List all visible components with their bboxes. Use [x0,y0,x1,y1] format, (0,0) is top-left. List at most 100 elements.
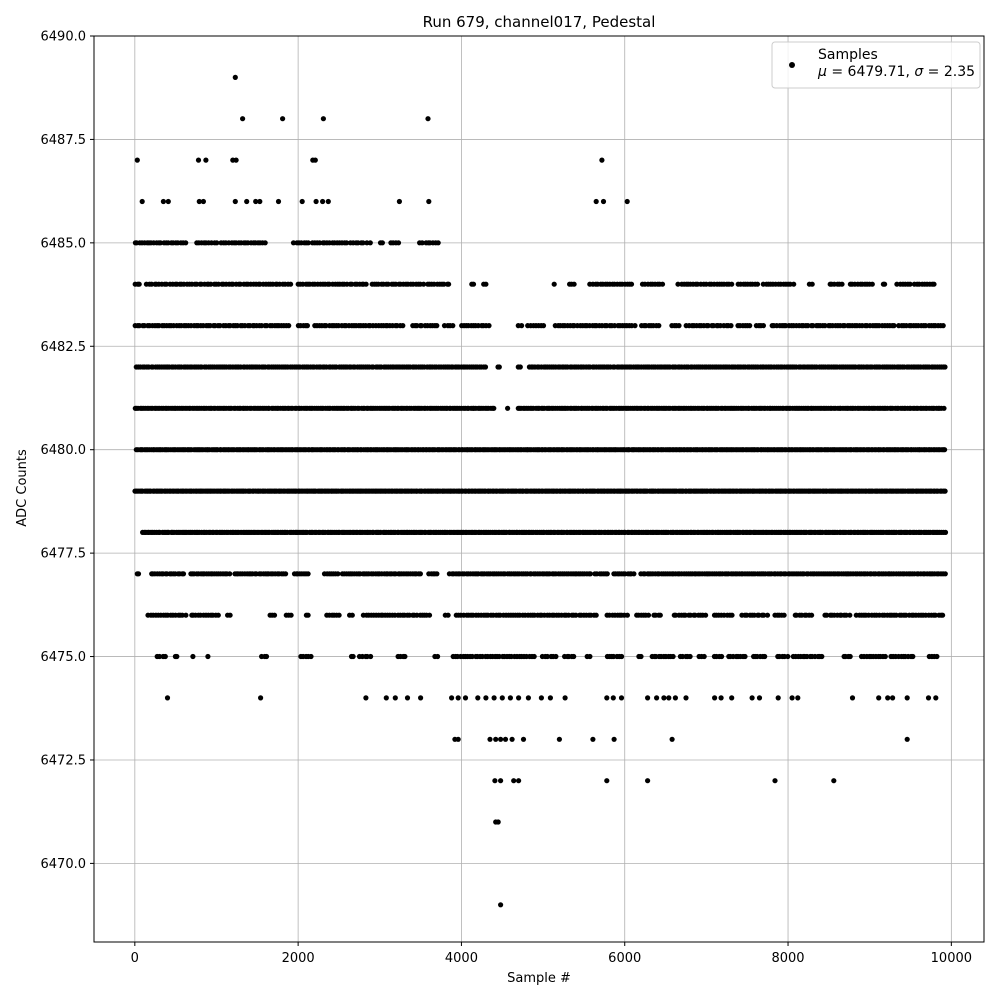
data-point [628,281,635,287]
data-point [764,612,771,618]
data-point [232,198,238,205]
data-point [556,736,563,742]
data-point [781,612,787,618]
data-point [683,695,689,701]
data-point [687,653,693,660]
data-point [215,612,221,618]
data-point [475,695,481,701]
data-point [760,323,767,329]
data-point [890,695,896,701]
data-point [482,364,489,370]
data-point [445,612,451,618]
data-point [604,778,610,784]
axis-ticks: 0 2000 4000 6000 8000 10000 6470.0 6472.5 6475.0… [41,30,973,967]
data-point [455,695,461,701]
data-point [593,612,599,618]
data-point [645,695,651,701]
data-point [505,405,511,411]
data-point [604,695,610,701]
data-point [134,157,140,163]
data-point [516,695,522,701]
data-point [350,653,356,660]
data-point [421,281,427,287]
data-point [496,364,502,370]
data-point [795,695,801,701]
data-point [910,653,916,660]
data-point [670,653,676,660]
data-point [262,240,268,246]
data-point [507,695,513,701]
data-point [493,736,499,742]
data-point [435,653,441,660]
data-point [624,612,631,618]
data-point [551,281,557,287]
data-point [932,612,939,618]
data-point [288,612,294,618]
data-point [162,653,168,660]
data-point [729,281,735,287]
data-point [754,281,761,287]
data-point [156,653,163,660]
data-point [593,198,599,205]
data-point [657,612,663,618]
data-point [661,695,667,701]
x-tick-label: 0 [131,951,139,966]
data-point [772,778,778,784]
data-point [498,736,504,742]
data-point [511,778,517,784]
data-point [942,529,949,536]
data-point [599,157,605,163]
data-point [849,695,856,701]
chart-title: Run 679, channel017, Pedestal [423,13,656,31]
data-point [395,240,402,246]
data-point [492,778,498,784]
data-point [882,281,888,287]
data-point [305,612,311,618]
data-point [756,695,763,701]
data-point [942,364,948,370]
data-point [136,281,142,287]
data-point [195,157,202,163]
x-tick-label: 4000 [445,951,478,966]
data-point [810,323,816,329]
data-point [498,778,504,784]
data-point [631,571,637,577]
y-tick-label: 6472.5 [41,753,87,768]
data-point [157,240,164,246]
data-point [244,198,250,205]
data-point [232,74,238,80]
data-point [891,323,897,329]
data-point [190,653,196,660]
data-point [538,695,545,701]
data-point [470,281,477,287]
data-point [839,281,845,287]
data-point [882,653,888,660]
data-point [775,695,781,701]
data-point [805,323,811,329]
data-point [449,695,455,701]
data-point [876,695,882,701]
data-point [600,198,607,205]
y-tick-label: 6480.0 [41,443,87,458]
data-point [462,695,469,701]
data-point [363,281,369,287]
data-point [791,281,797,287]
data-point [214,240,220,246]
data-point [789,695,795,701]
data-point [419,240,425,246]
data-point [831,778,837,784]
data-point [742,653,748,660]
data-point [540,323,547,329]
data-point [217,323,223,329]
data-point [656,323,662,329]
data-point [931,281,937,287]
data-point [590,736,596,742]
data-point [283,571,289,577]
data-point [618,695,625,701]
data-point [450,323,456,329]
data-point [719,653,725,660]
y-tick-label: 6482.5 [41,340,87,355]
